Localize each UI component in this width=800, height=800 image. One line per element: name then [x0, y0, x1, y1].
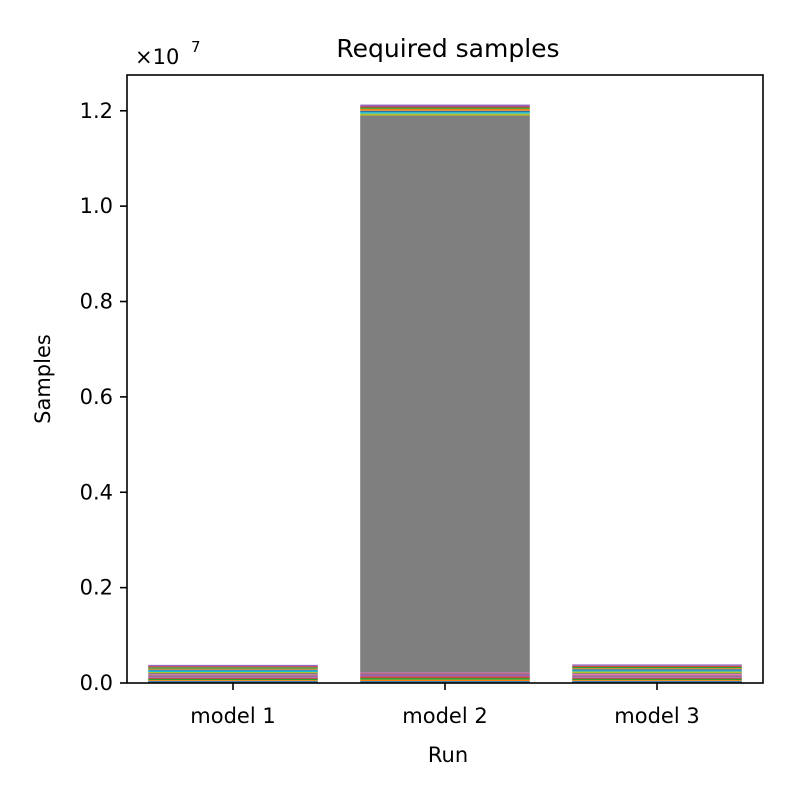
- x-tick-label: model 1: [190, 704, 275, 728]
- bar-segment: [360, 113, 530, 116]
- bar-segment: [360, 676, 530, 678]
- bar-segment: [360, 673, 530, 675]
- bar-segment: [572, 676, 742, 678]
- bar-segment: [360, 674, 530, 677]
- bar-segment: [360, 679, 530, 682]
- bar-segment: [360, 108, 530, 111]
- x-axis-label: Run: [428, 743, 468, 767]
- x-tick-label: model 2: [402, 704, 487, 728]
- bar-segment: [572, 672, 742, 674]
- bar-segment: [148, 664, 318, 667]
- bar-segment: [572, 673, 742, 676]
- bar-segment: [148, 681, 318, 683]
- bar-stacks: [148, 104, 742, 683]
- bar-segment: [148, 676, 318, 678]
- bar-segment: [572, 677, 742, 679]
- bar-segment: [572, 669, 742, 671]
- y-offset-exponent: 7: [191, 38, 201, 56]
- bar-segment: [148, 672, 318, 673]
- bar-segment: [148, 668, 318, 670]
- y-tick-label: 1.0: [80, 194, 113, 218]
- bar-segment: [360, 681, 530, 683]
- x-tick-label: model 3: [614, 704, 699, 728]
- bar-segment: [572, 671, 742, 673]
- bar-segment: [572, 680, 742, 682]
- bar-segment: [360, 115, 530, 673]
- bar-segment: [572, 664, 742, 666]
- chart-title: Required samples: [336, 34, 559, 63]
- y-axis: 0.0 0.2 0.4 0.6 0.8 1.0 1.2: [80, 99, 127, 695]
- bar-segment: [572, 670, 742, 672]
- bar-segment: [572, 675, 742, 677]
- bar-segment: [148, 670, 318, 673]
- bar-segment: [148, 669, 318, 671]
- bar-segment: [572, 681, 742, 683]
- y-tick-label: 0.6: [80, 385, 113, 409]
- bar-segment: [148, 667, 318, 669]
- bar-segment: [360, 672, 530, 674]
- bar-segment: [148, 674, 318, 676]
- y-offset-label: ×10 7: [135, 38, 201, 69]
- y-tick-label: 0.2: [80, 576, 113, 600]
- bar-segment: [360, 104, 530, 107]
- bar-segment: [360, 677, 530, 680]
- bar-segment: [572, 678, 742, 681]
- bar-segment: [148, 672, 318, 675]
- x-axis: model 1 model 2 model 3: [190, 683, 700, 728]
- bar-segment: [572, 666, 742, 669]
- bar-segment: [572, 668, 742, 670]
- y-axis-label: Samples: [31, 334, 55, 424]
- bar-segment: [360, 107, 530, 109]
- y-tick-label: 0.4: [80, 480, 113, 504]
- y-offset-base: ×10: [135, 45, 179, 69]
- bar-segment: [572, 665, 742, 667]
- bar-segment: [148, 678, 318, 681]
- bar-segment: [148, 675, 318, 677]
- bar-segment: [360, 106, 530, 108]
- y-tick-label: 0.8: [80, 290, 113, 314]
- bar-segment: [360, 112, 530, 114]
- bar-segment: [148, 680, 318, 682]
- y-tick-label: 0.0: [80, 671, 113, 695]
- bar-segment: [148, 666, 318, 668]
- y-tick-label: 1.2: [80, 99, 113, 123]
- bar-segment: [360, 110, 530, 113]
- bar-segment: [148, 677, 318, 679]
